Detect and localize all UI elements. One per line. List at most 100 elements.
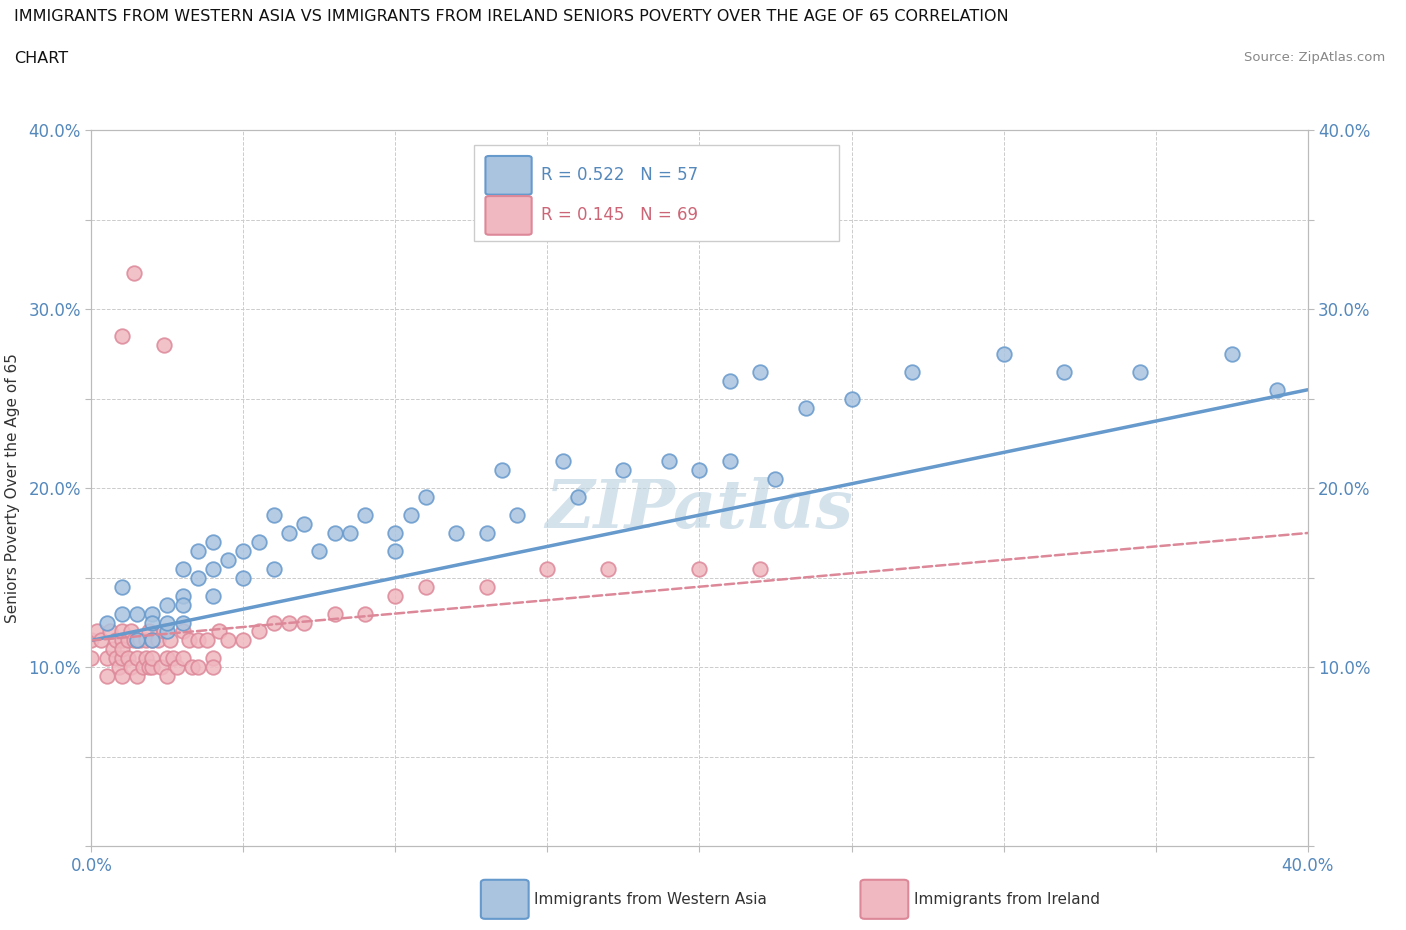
Point (153, 624, 176, 639)
Point (292, 517, 315, 532)
Point (749, 562, 772, 577)
Point (172, 624, 194, 639)
Point (172, 589, 194, 604)
Point (162, 651, 184, 666)
Point (841, 392, 863, 406)
Point (195, 633, 218, 648)
Point (141, 660, 163, 675)
Point (187, 633, 209, 648)
Point (141, 633, 163, 648)
Point (125, 606, 148, 621)
Point (232, 543, 254, 558)
Text: CHART: CHART (14, 51, 67, 66)
FancyBboxPatch shape (485, 196, 531, 234)
Point (132, 660, 155, 675)
FancyBboxPatch shape (485, 156, 531, 194)
Point (177, 633, 200, 648)
Point (993, 347, 1015, 362)
Text: ZIPatlas: ZIPatlas (546, 477, 853, 542)
Point (141, 633, 163, 648)
Point (172, 562, 194, 577)
Text: R = 0.522   N = 57: R = 0.522 N = 57 (541, 166, 699, 184)
Point (117, 651, 139, 666)
Point (794, 400, 817, 415)
Point (232, 570, 254, 585)
Point (89, 633, 111, 648)
Point (354, 606, 377, 621)
Point (141, 606, 163, 621)
Point (612, 463, 634, 478)
Point (150, 660, 173, 675)
Point (125, 633, 148, 648)
Point (111, 328, 134, 343)
Point (111, 642, 134, 657)
Point (247, 624, 270, 639)
Point (688, 562, 710, 577)
Point (208, 624, 231, 639)
Point (202, 651, 225, 666)
Point (1053, 365, 1076, 379)
Point (217, 633, 239, 648)
Point (506, 508, 529, 523)
Point (135, 633, 157, 648)
Point (86, 624, 108, 639)
Point (217, 552, 239, 567)
Point (120, 624, 142, 639)
Point (187, 543, 209, 558)
Point (536, 562, 558, 577)
Point (125, 669, 148, 684)
Point (415, 579, 437, 594)
Point (138, 624, 160, 639)
Point (202, 562, 225, 577)
Point (567, 490, 589, 505)
Point (80, 633, 103, 648)
Point (111, 579, 134, 594)
Y-axis label: Seniors Poverty Over the Age of 65: Seniors Poverty Over the Age of 65 (6, 353, 20, 623)
Point (117, 633, 139, 648)
Point (172, 651, 194, 666)
Point (765, 472, 787, 486)
Point (96, 651, 118, 666)
Point (232, 633, 254, 648)
Point (125, 633, 148, 648)
Text: IMMIGRANTS FROM WESTERN ASIA VS IMMIGRANTS FROM IRELAND SENIORS POVERTY OVER THE: IMMIGRANTS FROM WESTERN ASIA VS IMMIGRAN… (14, 9, 1008, 24)
Point (138, 660, 160, 675)
Point (120, 660, 142, 675)
Point (187, 660, 209, 675)
Point (156, 651, 179, 666)
Point (308, 543, 330, 558)
Point (384, 589, 406, 604)
Point (323, 606, 346, 621)
Point (104, 633, 127, 648)
Point (141, 615, 163, 630)
Text: Immigrants from Ireland: Immigrants from Ireland (914, 892, 1099, 907)
Point (475, 525, 498, 540)
Point (1265, 382, 1288, 397)
Point (107, 660, 129, 675)
Point (125, 651, 148, 666)
Point (202, 535, 225, 550)
Point (278, 615, 301, 630)
Point (202, 660, 225, 675)
Point (1129, 365, 1152, 379)
Point (598, 562, 620, 577)
Point (172, 597, 194, 612)
Point (384, 543, 406, 558)
Point (156, 669, 179, 684)
Point (718, 454, 741, 469)
Point (749, 365, 772, 379)
Point (141, 651, 163, 666)
Point (156, 597, 179, 612)
Point (129, 633, 152, 648)
FancyBboxPatch shape (474, 144, 839, 241)
Point (156, 624, 179, 639)
Point (101, 642, 124, 657)
Point (354, 508, 377, 523)
Text: R = 0.145   N = 69: R = 0.145 N = 69 (541, 206, 699, 224)
Point (187, 570, 209, 585)
Point (166, 660, 188, 675)
Point (122, 633, 145, 648)
Point (339, 525, 361, 540)
Point (111, 651, 134, 666)
Point (263, 615, 285, 630)
